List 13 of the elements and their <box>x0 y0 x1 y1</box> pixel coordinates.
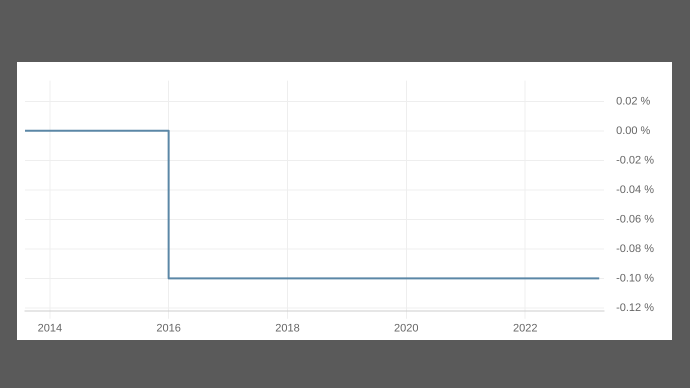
y-tick-label: -0.12 % <box>616 302 654 314</box>
y-tick-label: -0.08 % <box>616 242 654 255</box>
x-tick-label: 2018 <box>275 322 300 334</box>
y-tick-label: -0.06 % <box>616 213 654 226</box>
y-tick-label: 0.02 % <box>616 95 651 108</box>
y-tick-label: -0.04 % <box>616 184 654 196</box>
x-tick-label: 2014 <box>38 322 62 334</box>
x-tick-label: 2016 <box>156 322 181 334</box>
y-tick-label: 0.00 % <box>616 124 651 137</box>
x-tick-label: 2020 <box>394 322 419 334</box>
y-tick-label: -0.02 % <box>616 154 654 166</box>
x-tick-label: 2022 <box>512 322 538 334</box>
y-tick-label: -0.10 % <box>616 272 654 284</box>
